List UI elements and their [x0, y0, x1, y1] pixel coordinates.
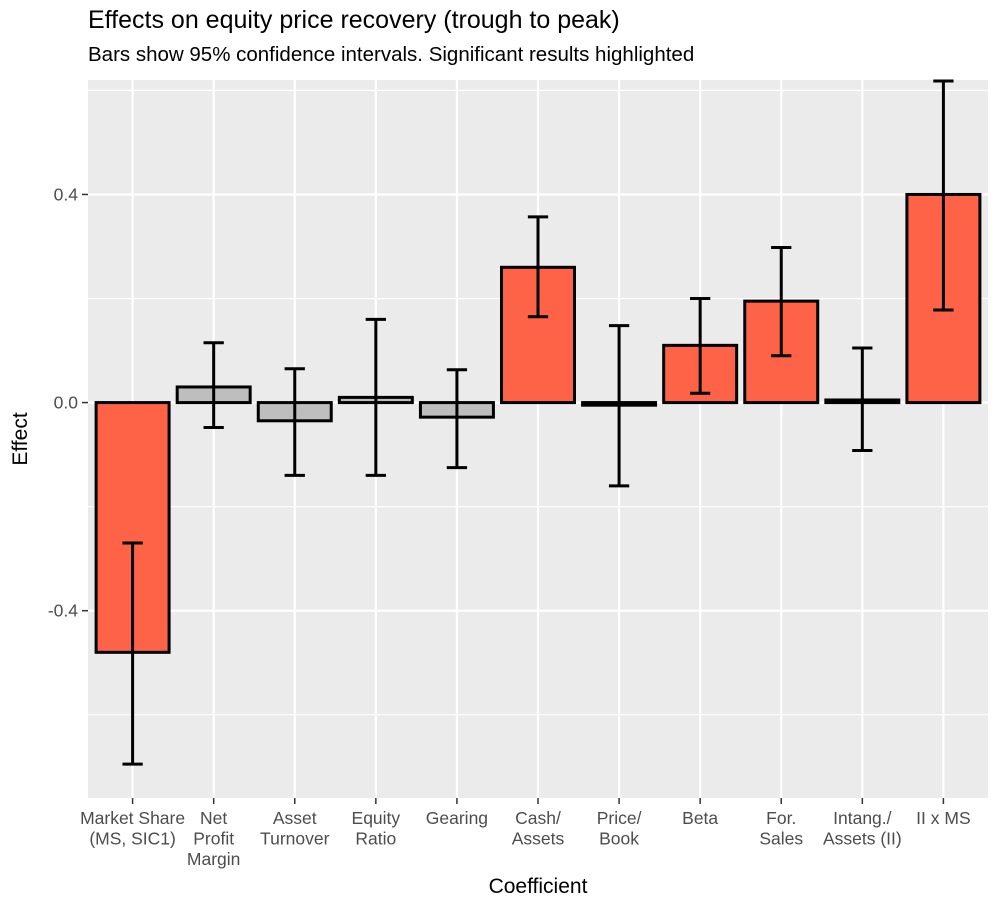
y-tick-label: 0.0: [54, 393, 79, 413]
x-tick-label: Market Share (MS, SIC1): [80, 808, 185, 849]
chart-title: Effects on equity price recovery (trough…: [88, 6, 620, 34]
x-tick-label: Cash/Assets: [512, 808, 565, 849]
y-tick-label: -0.4: [48, 601, 78, 621]
x-tick-label: Price/Book: [597, 808, 642, 849]
x-axis: Market Share (MS, SIC1)Net Profit Margin Ass…: [80, 798, 971, 869]
y-axis: -0.4 0.0 0.4: [48, 184, 88, 621]
errorbar-3: [365, 317, 386, 477]
x-tick-label: Asset Turnover: [260, 808, 330, 849]
y-axis-label: Effect: [9, 412, 32, 465]
x-tick-label: Intang./Assets (II): [823, 808, 902, 849]
errorbar-5: [527, 215, 549, 319]
errorbar-4: [446, 368, 468, 470]
errorbar-7: [690, 297, 711, 395]
errorbar-1: [203, 341, 224, 430]
x-tick-label: For. Sales: [759, 808, 803, 849]
x-tick-label: Equity Ratio: [352, 808, 401, 849]
errorbar-0: [122, 541, 143, 766]
errorbar-8: [771, 246, 792, 358]
errorbar-2: [284, 367, 305, 477]
errorbar-10: [933, 79, 954, 312]
errorbar-6: [608, 324, 630, 488]
x-tick-label: Net Profit Margin: [187, 808, 241, 869]
errorbars-group: [122, 79, 954, 766]
errorbar-9: [852, 346, 873, 452]
y-tick-label: 0.4: [54, 184, 79, 204]
x-axis-label: Coefficient: [489, 875, 588, 898]
x-tick-label: Gearing: [426, 808, 488, 828]
x-tick-label: Beta: [682, 808, 718, 828]
chart-subtitle: Bars show 95% confidence intervals. Sign…: [88, 43, 695, 66]
x-tick-label: II x MS: [916, 808, 970, 828]
